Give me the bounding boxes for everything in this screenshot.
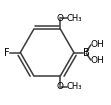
Text: F: F — [4, 47, 10, 58]
Text: O: O — [57, 14, 64, 23]
Text: O: O — [57, 82, 64, 91]
Text: CH₃: CH₃ — [67, 14, 82, 23]
Text: OH: OH — [91, 56, 105, 65]
Text: CH₃: CH₃ — [67, 82, 82, 91]
Text: OH: OH — [91, 40, 105, 49]
Text: B: B — [83, 47, 90, 58]
